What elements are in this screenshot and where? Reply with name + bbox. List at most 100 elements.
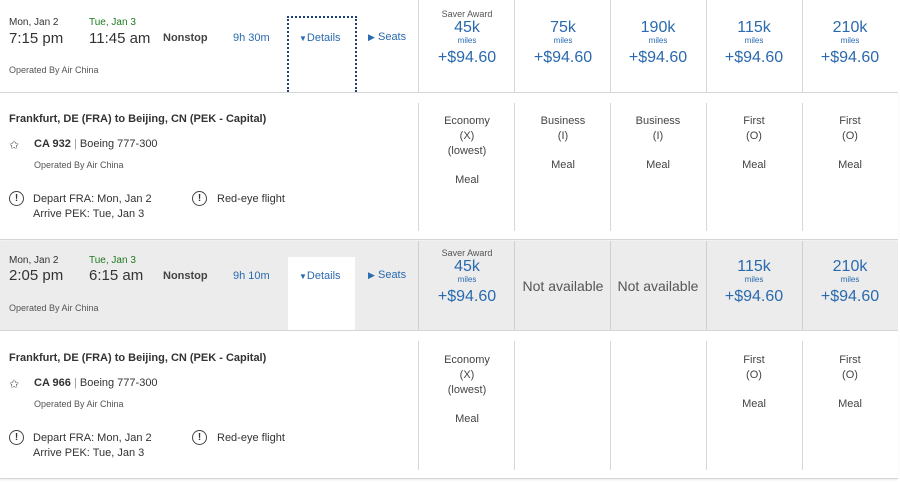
star-alliance-icon: ✩ — [9, 138, 20, 152]
cabin-name: First — [839, 354, 861, 366]
meal-info: Meal — [455, 413, 479, 425]
fare-class: (I) — [652, 130, 664, 142]
fare-cell-economy[interactable]: Saver Award 45k miles +$94.60 — [420, 241, 514, 330]
meal-info: Meal — [742, 398, 766, 410]
operated-by: Operated By Air China — [34, 160, 124, 170]
fare-miles: 115k — [737, 258, 771, 275]
flight-summary-row[interactable]: Mon, Jan 2 Tue, Jan 3 2:05 pm 6:15 am No… — [0, 241, 898, 332]
fare-miles: 75k — [550, 19, 576, 36]
operated-by: Operated By Air China — [9, 303, 99, 313]
flight-summary-row[interactable]: Mon, Jan 2 Tue, Jan 3 7:15 pm 11:45 am N… — [0, 0, 898, 92]
fare-price: +$94.60 — [437, 49, 497, 66]
divider — [706, 241, 707, 330]
cabin-info: Business (I) Meal — [516, 114, 610, 173]
fare-note: (lowest) — [447, 384, 487, 396]
details-tab-open — [288, 257, 355, 332]
details-label: Details — [306, 270, 341, 282]
fare-class: (X) — [459, 130, 475, 142]
cabin-name: First — [839, 115, 861, 127]
duration: 9h 10m — [233, 270, 270, 282]
cabin-name: Business — [635, 115, 681, 127]
divider — [802, 0, 803, 92]
duration: 9h 30m — [233, 32, 270, 44]
divider — [418, 341, 419, 470]
cabin-name: Economy — [444, 354, 490, 366]
divider — [418, 0, 419, 92]
fare-class: (O) — [746, 130, 762, 142]
fare-miles: 115k — [737, 19, 771, 36]
divider — [514, 0, 515, 92]
arrive-info: Arrive PEK: Tue, Jan 3 — [33, 447, 145, 459]
divider — [706, 0, 707, 92]
aircraft: Boeing 777-300 — [79, 138, 158, 150]
caret-right-icon: ▶ — [368, 270, 375, 280]
cabin-info: First (O) Meal — [803, 353, 897, 412]
cabin-info: First (O) Meal — [707, 114, 801, 173]
divider — [418, 241, 419, 330]
arrival-date: Tue, Jan 3 — [89, 255, 136, 266]
star-alliance-icon: ✩ — [9, 377, 20, 391]
divider — [706, 103, 707, 231]
fare-cell-first-saver[interactable]: Saver Award 115k miles +$94.60 — [707, 241, 801, 330]
fare-cell-business-saver[interactable]: Saver Award 75k miles +$94.60 — [516, 0, 610, 92]
seats-label: Seats — [377, 269, 407, 281]
seats-button[interactable]: ▶ Seats — [368, 269, 406, 281]
divider — [610, 0, 611, 92]
divider — [706, 341, 707, 470]
arrival-time: 6:15 am — [89, 267, 144, 284]
route-title: Frankfurt, DE (FRA) to Beijing, CN (PEK … — [9, 113, 267, 125]
saver-award-label: Saver Award — [441, 9, 493, 19]
red-eye-note: Red-eye flight — [217, 432, 285, 444]
fare-price: +$94.60 — [533, 49, 593, 66]
fare-cell-first-saver[interactable]: Saver Award 115k miles +$94.60 — [707, 0, 801, 92]
details-button[interactable]: ▼Details — [299, 270, 341, 282]
divider — [610, 241, 611, 330]
cabin-name: Business — [540, 115, 586, 127]
divider — [610, 341, 611, 470]
details-button[interactable]: ▼Details — [299, 32, 341, 44]
seats-button[interactable]: ▶ Seats — [368, 31, 406, 43]
divider — [802, 241, 803, 330]
seats-label: Seats — [377, 31, 407, 43]
fare-miles: 210k — [832, 258, 868, 275]
separator: | — [73, 138, 77, 150]
cabin-info: Business (I) Meal — [611, 114, 705, 173]
fare-cell-economy[interactable]: Saver Award 45k miles +$94.60 — [420, 0, 514, 92]
details-tab-focused — [287, 16, 357, 92]
depart-info: Depart FRA: Mon, Jan 2 — [33, 193, 152, 205]
fare-cell-business[interactable]: Saver Award 190k miles +$94.60 — [611, 0, 705, 92]
depart-info: Depart FRA: Mon, Jan 2 — [33, 432, 152, 444]
divider — [802, 103, 803, 231]
fare-price: +$94.60 — [437, 288, 497, 305]
cabin-info: First (O) Meal — [707, 353, 801, 412]
flight-number-line: CA 966 | Boeing 777-300 — [34, 377, 158, 389]
meal-info: Meal — [838, 159, 862, 171]
meal-info: Meal — [838, 398, 862, 410]
fare-class: (O) — [842, 369, 858, 381]
fare-price: +$94.60 — [724, 49, 784, 66]
operated-by: Operated By Air China — [9, 65, 99, 75]
fare-price: +$94.60 — [820, 49, 880, 66]
departure-time: 7:15 pm — [9, 30, 64, 47]
fare-miles: 45k — [454, 258, 480, 275]
fare-class: (O) — [842, 130, 858, 142]
caret-down-icon: ▼ — [299, 272, 307, 281]
divider — [514, 341, 515, 470]
divider — [514, 241, 515, 330]
not-available-label: Not available — [522, 278, 604, 294]
fare-miles: 190k — [640, 19, 676, 36]
fare-cell-business: Not available — [611, 241, 705, 330]
fare-miles-unit: miles — [744, 36, 764, 45]
caret-down-icon: ▼ — [299, 34, 307, 43]
arrival-time: 11:45 am — [89, 30, 151, 47]
flight-detail-panel: Frankfurt, DE (FRA) to Beijing, CN (PEK … — [0, 92, 898, 240]
aircraft: Boeing 777-300 — [79, 377, 158, 389]
arrive-info: Arrive PEK: Tue, Jan 3 — [33, 208, 145, 220]
fare-cell-first[interactable]: Saver Award 210k miles +$94.60 — [803, 241, 897, 330]
fare-cell-business-saver: Not available — [516, 241, 610, 330]
fare-note: (lowest) — [447, 145, 487, 157]
stops-label: Nonstop — [163, 270, 208, 282]
fare-class: (O) — [746, 369, 762, 381]
fare-cell-first[interactable]: Saver Award 210k miles +$94.60 — [803, 0, 897, 92]
meal-info: Meal — [742, 159, 766, 171]
